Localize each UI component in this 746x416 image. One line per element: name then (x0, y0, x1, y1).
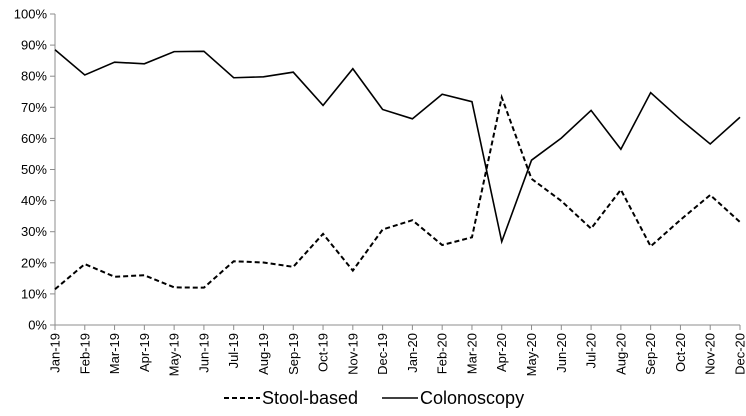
x-tick-label: May-19 (167, 333, 182, 376)
x-tick-label: Apr-19 (137, 333, 152, 372)
x-tick-label: Jan-19 (48, 333, 63, 373)
x-tick-label: Mar-20 (464, 333, 479, 374)
series-lines (54, 49, 741, 291)
x-tick-label: Nov-20 (703, 333, 718, 375)
series-line-colonoscopy (54, 49, 741, 245)
x-tick-label: Mar-19 (107, 333, 122, 374)
x-tick-label: Dec-19 (375, 333, 390, 375)
y-tick-label: 100% (14, 7, 48, 22)
y-tick-label: 50% (21, 162, 47, 177)
x-tick-label: Aug-20 (613, 333, 628, 375)
x-tick-label: Jun-19 (196, 333, 211, 373)
x-tick-label: Aug-19 (256, 333, 271, 375)
x-tick-label: Dec-20 (733, 333, 746, 375)
y-tick-label: 20% (21, 255, 47, 270)
x-tick-label: Oct-19 (316, 333, 331, 372)
x-tick-label: Jan-20 (405, 333, 420, 373)
x-tick-label: Oct-20 (673, 333, 688, 372)
x-tick-label: Feb-20 (435, 333, 450, 374)
y-tick-label: 80% (21, 69, 47, 84)
x-tick-label: May-20 (524, 333, 539, 376)
x-tick-label: Apr-20 (494, 333, 509, 372)
legend: Stool-based Colonoscopy (224, 388, 524, 408)
x-tick-label: Sep-20 (643, 333, 658, 375)
y-tick-label: 10% (21, 286, 47, 301)
x-tick-label: Sep-19 (286, 333, 301, 375)
series-line-stool-based (54, 93, 741, 291)
y-tick-label: 70% (21, 100, 47, 115)
legend-label: Colonoscopy (420, 388, 524, 408)
x-tick-label: Jun-20 (554, 333, 569, 373)
x-tick-label: Nov-19 (345, 333, 360, 375)
x-tick-label: Jul-20 (584, 333, 599, 368)
y-tick-label: 90% (21, 38, 47, 53)
axes: 0% 10% 20% 30% 40% 50% 60% 70% 80% 90% 100% Jan-19 F… (14, 7, 746, 377)
y-tick-label: 40% (21, 193, 47, 208)
legend-label: Stool-based (262, 388, 358, 408)
y-tick-label: 60% (21, 131, 47, 146)
x-tick-label: Jul-19 (226, 333, 241, 368)
y-tick-label: 0% (28, 318, 47, 333)
y-tick-label: 30% (21, 224, 47, 239)
x-tick-label: Feb-19 (77, 333, 92, 374)
